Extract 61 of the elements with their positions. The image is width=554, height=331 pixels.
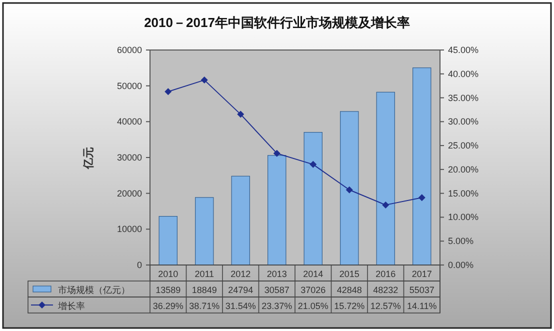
y2-tick-label: 20.00% [448, 164, 479, 174]
bar [231, 176, 250, 266]
y-tick-label: 40000 [116, 116, 142, 127]
x-tick-label: 2014 [303, 269, 324, 279]
y-tick-label: 0 [136, 260, 142, 270]
x-tick-label: 2017 [412, 269, 432, 279]
y2-tick-label: 5.00% [448, 236, 474, 246]
bar [412, 67, 432, 266]
x-tick-label: 2015 [339, 269, 360, 279]
point [273, 150, 280, 157]
x-tick-label: 2011 [194, 269, 214, 279]
x-tick-label: 2012 [230, 269, 251, 279]
point [237, 110, 244, 118]
bar [268, 155, 286, 266]
bar [376, 92, 395, 266]
data-label: 23.37% [262, 301, 292, 311]
x-tick-label: 2016 [376, 269, 396, 279]
y-axis-title: 亿元 [83, 147, 95, 170]
chart-title: 2010－2017年中国软件行业市场规模及增长率 [144, 15, 410, 30]
bar [304, 132, 322, 266]
data-label: 36.29% [152, 301, 184, 311]
data-label: 14.11% [406, 301, 437, 311]
bar [195, 197, 214, 266]
y2-tick-label: 30.00% [448, 116, 479, 127]
point [382, 201, 390, 208]
y-tick-label: 20000 [116, 188, 142, 198]
point [200, 76, 208, 84]
data-label: 30587 [264, 285, 290, 295]
data-label: 31.54% [225, 301, 256, 311]
data-label: 55037 [409, 285, 434, 295]
data-label: 24794 [228, 285, 254, 295]
point [418, 194, 426, 202]
data-label: 42848 [336, 285, 362, 295]
point [164, 88, 172, 96]
data-label: 13589 [156, 285, 181, 295]
y2-tick-label: 45.00% [448, 45, 479, 55]
y2-tick-label: 15.00% [448, 188, 479, 198]
y2-tick-label: 10.00% [448, 212, 479, 222]
bar [158, 216, 178, 266]
data-label: 18849 [192, 285, 217, 295]
data-label: 21.05% [298, 301, 328, 311]
y-tick-label: 60000 [116, 45, 142, 55]
data-label: 38.71% [189, 301, 220, 311]
point [346, 186, 353, 194]
y2-tick-label: 35.00% [448, 92, 479, 103]
data-label: 15.72% [334, 301, 365, 311]
y-tick-label: 10000 [116, 224, 142, 234]
x-tick-label: 2010 [158, 269, 178, 279]
y2-tick-label: 0.00% [448, 260, 474, 270]
legend-label: 增长率 [57, 301, 85, 311]
data-label: 37026 [300, 285, 326, 295]
point [310, 160, 317, 168]
x-tick-label: 2013 [266, 269, 287, 279]
y2-tick-label: 25.00% [448, 140, 479, 151]
y-tick-label: 30000 [116, 152, 142, 162]
data-label: 12.57% [370, 301, 401, 311]
data-label: 48232 [373, 285, 398, 295]
legend-label: 市场规模（亿元） [58, 285, 130, 295]
y-tick-label: 50000 [116, 80, 142, 91]
bar [340, 111, 359, 266]
y2-tick-label: 40.00% [448, 68, 479, 79]
